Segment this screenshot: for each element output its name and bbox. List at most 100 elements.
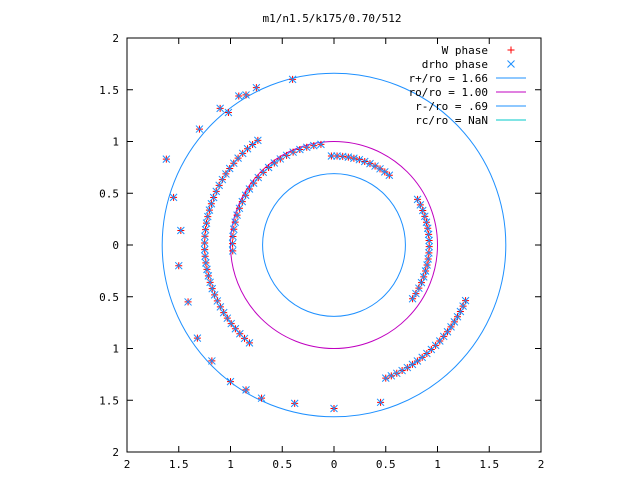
drho-phase-point (206, 278, 214, 287)
drho-phase-point (376, 398, 385, 407)
drho-phase-point (224, 108, 233, 117)
drho-phase-point (254, 136, 262, 145)
drho-phase-point (162, 155, 171, 163)
drho-phase-point (200, 239, 209, 247)
drho-phase-point (447, 323, 455, 331)
drho-phase-point (245, 185, 254, 193)
drho-phase-point (205, 206, 214, 214)
chart-title: m1/n1.5/k175/0.70/512 (262, 12, 401, 25)
drho-phase-point (456, 307, 465, 316)
x-tick-label: 0.5 (272, 458, 292, 471)
legend-marker (507, 60, 515, 68)
y-tick-label: 0 (112, 239, 119, 252)
drho-phase-point (415, 284, 423, 293)
drho-phase-point (422, 218, 431, 227)
axis-ticks: 2 1.5 1 0.5 0 0.5 1 1.5 221.510.500.511.52 (99, 32, 544, 471)
x-tick-label: 2 (538, 458, 545, 471)
drho-phase-point (208, 284, 217, 293)
circle-curve (161, 72, 507, 418)
drho-phase-point (176, 226, 185, 235)
drho-phase-point (229, 232, 237, 241)
drho-phase-point (241, 191, 250, 200)
drho-phase-point (222, 170, 230, 178)
drho-phase-point (450, 318, 459, 326)
drho-phase-point (254, 173, 263, 182)
x-tick-label: 1 (227, 458, 234, 471)
drho-phase-point (249, 179, 258, 187)
y-tick-label: 2 (112, 32, 119, 45)
drho-phase-point (420, 212, 429, 221)
drho-phase-point (330, 404, 338, 413)
drho-phase-point (290, 399, 299, 408)
drho-phase-point (360, 157, 369, 166)
drho-phase-point (403, 363, 412, 372)
drho-phase-point (425, 248, 433, 257)
drho-phase-point (276, 155, 285, 163)
drho-phase-point (227, 319, 236, 328)
y-tick-label: 1.5 (99, 394, 119, 407)
drho-phase-point (408, 360, 417, 369)
drho-phase-point (195, 125, 204, 133)
drho-phase-point (200, 245, 209, 254)
y-tick-label: 0.5 (99, 291, 119, 304)
drho-phase-point (228, 247, 237, 255)
drho-phase-point (443, 327, 452, 336)
drho-phase-point (203, 212, 212, 221)
y-tick-label: 1 (112, 136, 119, 149)
drho-phase-point (270, 159, 279, 167)
drho-phase-point (202, 258, 210, 267)
drho-phase-point (218, 175, 227, 184)
drho-phase-point (317, 140, 325, 149)
drho-phase-point (385, 171, 394, 180)
legend-label: rc/ro = NaN (415, 114, 488, 127)
data-points (162, 75, 470, 413)
drho-phase-point (302, 143, 311, 152)
drho-phase-point (424, 255, 433, 263)
legend-label: W phase (442, 44, 488, 57)
y-tick-label: 0.5 (99, 187, 119, 200)
drho-phase-point (289, 148, 297, 157)
drho-phase-point (223, 314, 232, 323)
drho-phase-point (213, 297, 222, 305)
drho-phase-point (422, 349, 431, 358)
drho-phase-point (201, 252, 209, 261)
circle-curves (161, 72, 507, 418)
y-tick-label: 2 (112, 446, 119, 459)
drho-phase-point (203, 265, 211, 274)
drho-phase-point (229, 159, 238, 168)
drho-phase-point (248, 140, 257, 149)
drho-phase-point (174, 261, 183, 270)
drho-phase-point (282, 151, 291, 160)
drho-phase-point (327, 152, 336, 160)
drho-phase-point (333, 152, 341, 160)
drho-phase-point (216, 104, 225, 113)
x-tick-label: 2 (124, 458, 131, 471)
drho-phase-point (228, 239, 237, 248)
drho-phase-point (210, 290, 219, 299)
drho-phase-point (245, 339, 254, 347)
drho-phase-point (215, 181, 224, 190)
legend-label: r+/ro = 1.66 (409, 72, 488, 85)
drho-phase-point (252, 83, 261, 92)
drho-phase-point (229, 225, 238, 234)
drho-phase-point (204, 272, 213, 280)
drho-phase-point (425, 236, 433, 245)
y-tick-label: 1.5 (99, 84, 119, 97)
x-tick-label: 0.5 (376, 458, 396, 471)
drho-phase-point (207, 199, 216, 208)
drho-phase-point (288, 75, 297, 84)
drho-phase-point (193, 334, 202, 343)
x-tick-label: 0 (331, 458, 338, 471)
drho-phase-point (424, 230, 433, 239)
drho-phase-point (408, 294, 417, 303)
drho-phase-point (257, 394, 266, 403)
drho-phase-point (412, 289, 420, 298)
legend-label: drho phase (422, 58, 488, 71)
drho-phase-point (235, 204, 244, 213)
drho-phase-point (423, 261, 431, 269)
drho-phase-point (309, 141, 318, 150)
y-tick-label: 1 (112, 343, 119, 356)
